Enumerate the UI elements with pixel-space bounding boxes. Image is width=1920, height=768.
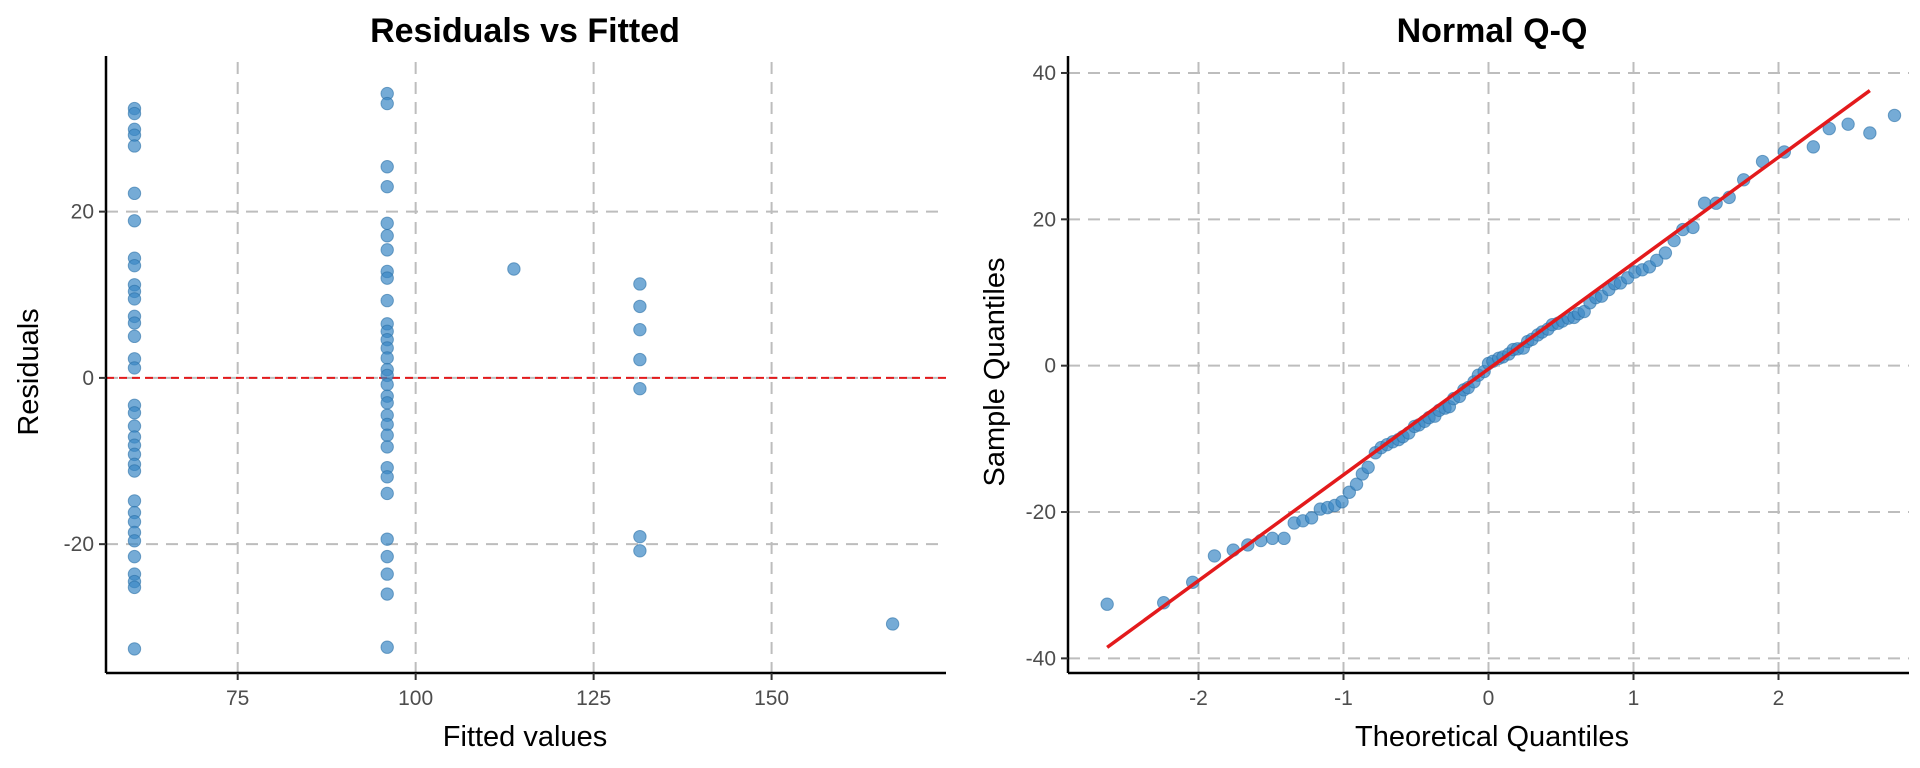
data-point: [127, 549, 142, 564]
y-tick-label: -20: [64, 533, 94, 556]
y-tick-label: 0: [1044, 355, 1056, 378]
data-point: [127, 361, 142, 375]
data-point: [127, 258, 142, 273]
data-point: [380, 179, 394, 194]
x-axis-label: Fitted values: [443, 721, 607, 753]
y-tick-label: 20: [1033, 208, 1056, 231]
data-point: [1806, 140, 1821, 154]
x-axis-label: Theoretical Quantiles: [1355, 721, 1629, 753]
y-tick-label: 40: [1033, 62, 1056, 85]
data-point: [633, 277, 647, 291]
data-point: [380, 293, 394, 308]
x-tick-label: 125: [576, 687, 611, 710]
data-point: [127, 214, 142, 228]
data-point: [380, 351, 394, 365]
data-point: [1335, 495, 1349, 509]
data-point: [633, 529, 647, 544]
data-point: [127, 106, 142, 121]
data-point: [380, 567, 394, 581]
data-point: [1361, 460, 1375, 475]
data-point: [380, 216, 394, 230]
y-tick-label: 20: [71, 201, 94, 224]
chart-title: Residuals vs Fitted: [370, 12, 680, 50]
plot-area: 75 100 125 150 -20 0 20: [64, 56, 946, 710]
data-point: [1100, 597, 1114, 611]
x-tick-label: 1: [1628, 687, 1640, 710]
data-point: [127, 494, 142, 508]
chart-title: Normal Q-Q: [1397, 12, 1588, 50]
data-point: [380, 160, 394, 174]
data-point: [380, 587, 394, 601]
normal-qq-panel: -2 -1 0 1 2 -40 -20 0 20 40 Normal Q-Q Theoretica…: [979, 12, 1909, 753]
x-tick-label: 150: [754, 687, 789, 710]
data-point: [380, 271, 394, 285]
residuals-vs-fitted-panel: 75 100 125 150 -20 0 20 Residuals vs Fitted Fi…: [13, 12, 946, 753]
data-point: [127, 292, 142, 306]
data-point: [380, 428, 394, 442]
x-tick-label: 100: [398, 687, 433, 710]
data-point: [1822, 121, 1836, 136]
data-point: [127, 329, 142, 344]
data-point: [633, 299, 647, 314]
data-point: [127, 186, 142, 201]
data-point: [1277, 531, 1291, 546]
x-tick-label: 75: [226, 687, 249, 710]
data-point: [1841, 117, 1855, 131]
data-point: [1887, 108, 1902, 123]
data-point: [633, 544, 647, 558]
data-point: [380, 243, 394, 257]
y-tick-label: 0: [82, 367, 94, 390]
data-point: [1650, 253, 1664, 268]
data-point: [1207, 549, 1222, 563]
data-point: [1304, 511, 1319, 525]
data-point: [127, 316, 142, 330]
data-point: [380, 440, 394, 454]
data-point: [127, 534, 142, 548]
data-point: [380, 229, 394, 243]
plot-area: -2 -1 0 1 2 -40 -20 0 20 40: [1026, 56, 1909, 710]
data-point: [633, 381, 647, 396]
data-point: [127, 139, 142, 153]
x-tick-label: 0: [1483, 687, 1495, 710]
data-point: [380, 486, 394, 501]
y-tick-label: -40: [1026, 647, 1056, 670]
x-tick-label: 2: [1773, 687, 1785, 710]
data-point: [127, 406, 142, 420]
data-point: [885, 617, 900, 631]
data-point: [380, 532, 394, 546]
data-point: [380, 396, 394, 410]
data-point: [380, 470, 394, 484]
data-point: [633, 322, 647, 337]
data-point: [380, 640, 394, 654]
data-point: [380, 96, 394, 111]
data-point: [380, 377, 394, 392]
data-point: [1349, 477, 1364, 491]
data-point: [1265, 531, 1280, 546]
data-point: [127, 642, 142, 656]
y-tick-label: -20: [1026, 501, 1056, 524]
data-point: [1863, 126, 1877, 140]
qq-reference-line: [1106, 89, 1871, 649]
data-point: [127, 580, 142, 595]
data-point: [1658, 246, 1673, 260]
y-axis-label: Sample Quantiles: [979, 258, 1011, 487]
x-tick-label: -2: [1189, 687, 1208, 710]
data-point: [380, 549, 394, 564]
data-point: [507, 262, 521, 276]
x-tick-label: -1: [1334, 687, 1353, 710]
data-point: [633, 352, 647, 367]
y-axis-label: Residuals: [13, 308, 45, 435]
data-point: [127, 464, 142, 478]
